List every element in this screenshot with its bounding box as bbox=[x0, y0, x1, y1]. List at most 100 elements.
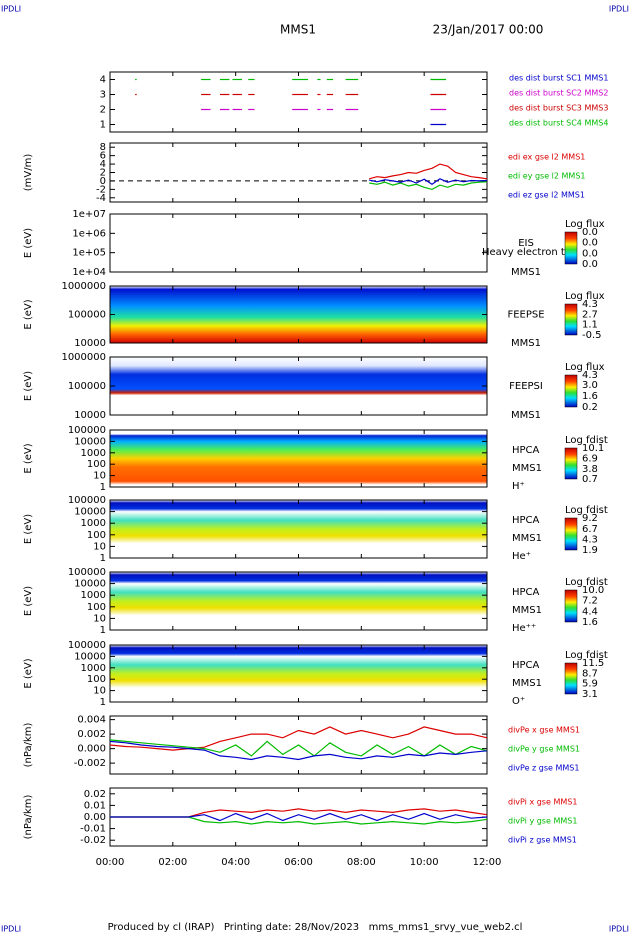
x-tick-label: 04:00 bbox=[221, 857, 250, 868]
data-line bbox=[369, 163, 488, 180]
x-tick-label: 06:00 bbox=[284, 857, 313, 868]
y-tick-label: 10 bbox=[93, 613, 106, 624]
colorbar-tick-label: 0.0 bbox=[582, 259, 598, 270]
colorbar-tick-label: 10.0 bbox=[582, 585, 604, 596]
y-tick-label: 10000 bbox=[74, 651, 106, 662]
y-tick-label: 100 bbox=[87, 674, 106, 685]
legend-entry: divPe z gse MMS1 bbox=[508, 764, 579, 773]
legend-entry: divPi y gse MMS1 bbox=[508, 817, 577, 826]
plot-frame bbox=[109, 213, 488, 273]
y-tick-label: 1e+06 bbox=[72, 228, 106, 239]
y-tick-label: 3 bbox=[100, 90, 106, 101]
colorbar bbox=[564, 517, 578, 551]
y-tick-label: 10000 bbox=[74, 579, 106, 590]
colorbar-tick-label: 2.7 bbox=[582, 309, 598, 320]
colorbar-tick-label: 10.1 bbox=[582, 443, 604, 454]
colorbar-tick-label: 5.9 bbox=[582, 679, 598, 690]
colorbar-tick-label: 1.6 bbox=[582, 391, 598, 402]
y-tick-label: 10000 bbox=[74, 338, 106, 349]
colorbar-tick-label: 3.1 bbox=[582, 689, 598, 700]
y-tick-label: 100000 bbox=[68, 495, 106, 506]
y-tick-label: 10 bbox=[93, 686, 106, 697]
instrument-label: HPCA bbox=[512, 515, 540, 526]
colorbar-tick-label: 0.0 bbox=[582, 227, 598, 238]
colorbar-tick-label: 11.5 bbox=[582, 658, 604, 669]
y-tick-label: -0.002 bbox=[74, 758, 106, 769]
legend-entry: edi ey gse l2 MMS1 bbox=[508, 172, 586, 181]
colorbar-title: Log flux bbox=[565, 291, 605, 302]
plot-frame bbox=[109, 142, 488, 203]
y-tick-label: 10 bbox=[93, 471, 106, 482]
spectrogram-image bbox=[110, 357, 487, 415]
instrument-label: MMS1 bbox=[511, 338, 541, 349]
y-tick-label: 1e+05 bbox=[72, 248, 106, 259]
y-axis-label: E (eV) bbox=[23, 299, 34, 329]
y-tick-label: 8 bbox=[100, 142, 106, 153]
instrument-label: He⁺⁺ bbox=[512, 623, 536, 634]
y-tick-label: 1e+04 bbox=[72, 267, 106, 278]
legend-entry: divPi z gse MMS1 bbox=[508, 836, 577, 845]
legend-entry: edi ez gse l2 MMS1 bbox=[508, 191, 585, 200]
y-axis-label: E (eV) bbox=[23, 514, 34, 544]
y-tick-label: 0.002 bbox=[77, 729, 106, 740]
colorbar-tick-label: 8.7 bbox=[582, 668, 598, 679]
y-axis-label: E (eV) bbox=[23, 371, 34, 401]
y-axis-label: E (eV) bbox=[23, 658, 34, 688]
colorbar-tick-label: 6.9 bbox=[582, 454, 598, 465]
y-axis-label: (nPa/km) bbox=[23, 795, 34, 840]
spectrogram-image bbox=[110, 645, 487, 702]
y-tick-label: 100000 bbox=[68, 310, 106, 321]
y-axis-label: E (eV) bbox=[23, 228, 34, 258]
y-tick-label: 0.01 bbox=[84, 800, 106, 811]
colorbar-tick-label: 4.4 bbox=[582, 606, 598, 617]
corner-mark: IPDLI bbox=[1, 5, 21, 14]
y-tick-label: 1000 bbox=[81, 448, 106, 459]
colorbar-tick-label: 0.7 bbox=[582, 474, 598, 485]
data-line bbox=[110, 816, 488, 825]
colorbar-tick-label: 6.7 bbox=[582, 524, 598, 535]
y-tick-label: 10 bbox=[93, 541, 106, 552]
y-tick-label: 1000000 bbox=[61, 352, 106, 363]
legend-entry: des dist burst SC2 MMS2 bbox=[509, 89, 608, 98]
legend-entry: des dist burst SC3 MMS3 bbox=[509, 104, 608, 113]
y-tick-label: 1000 bbox=[81, 663, 106, 674]
y-axis-label: E (eV) bbox=[23, 586, 34, 616]
colorbar-tick-label: 1.6 bbox=[582, 617, 598, 628]
y-tick-label: 0.02 bbox=[84, 789, 106, 800]
colorbar-tick-label: 4.3 bbox=[582, 370, 598, 381]
data-line bbox=[110, 812, 488, 822]
legend-entry: divPi x gse MMS1 bbox=[508, 798, 577, 807]
y-tick-label: 1 bbox=[100, 120, 106, 131]
corner-mark: IPDLI bbox=[1, 925, 21, 934]
y-tick-label: 0.000 bbox=[77, 744, 106, 755]
y-tick-label: 100 bbox=[87, 530, 106, 541]
legend-entry: des dist burst SC4 MMS4 bbox=[509, 119, 608, 128]
overlay-text: Heavy electron to bbox=[482, 247, 571, 258]
instrument-label: HPCA bbox=[512, 660, 540, 671]
colorbar bbox=[564, 662, 578, 695]
spectrogram-image bbox=[110, 572, 487, 630]
date: 23/Jan/2017 00:00 bbox=[433, 23, 544, 37]
instrument-label: H⁺ bbox=[512, 481, 525, 492]
data-line bbox=[109, 740, 488, 761]
y-tick-label: 100000 bbox=[68, 640, 106, 651]
colorbar-tick-label: 4.3 bbox=[582, 534, 598, 545]
colorbar-tick-label: 0.2 bbox=[582, 402, 598, 413]
colorbar-tick-label: 3.8 bbox=[582, 464, 598, 475]
y-tick-label: 0 bbox=[100, 176, 106, 187]
instrument-label: HPCA bbox=[512, 587, 540, 598]
y-tick-label: 10000 bbox=[74, 410, 106, 421]
y-tick-label: 1e+07 bbox=[72, 209, 106, 220]
instrument-label: He⁺ bbox=[512, 551, 531, 562]
legend-entry: divPe y gse MMS1 bbox=[508, 745, 580, 754]
spectrogram-image bbox=[110, 430, 487, 487]
instrument-label: MMS1 bbox=[512, 678, 542, 689]
y-tick-label: -4 bbox=[96, 193, 106, 204]
y-tick-label: 100000 bbox=[68, 381, 106, 392]
x-tick-label: 08:00 bbox=[347, 857, 376, 868]
colorbar-tick-label: 1.9 bbox=[582, 545, 598, 556]
colorbar bbox=[564, 231, 578, 265]
y-tick-label: 0.004 bbox=[77, 715, 106, 726]
y-axis-label: (nPa/km) bbox=[23, 723, 34, 768]
